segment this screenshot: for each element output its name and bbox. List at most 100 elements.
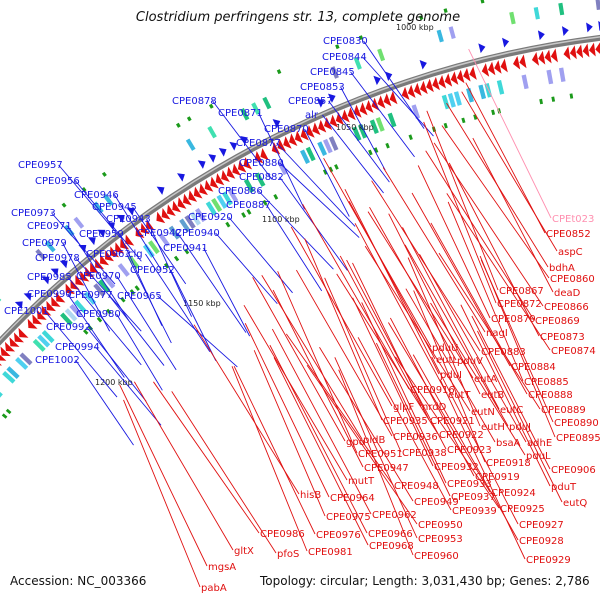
leader-CPE0952 <box>170 269 217 361</box>
minus-strand-feature <box>519 54 527 69</box>
leader-CPE0975 <box>253 350 326 517</box>
cog-mark <box>225 221 231 228</box>
leader-CPE0941 <box>203 247 251 337</box>
leader-CPE0878 <box>212 100 273 180</box>
functional-annotation-bar <box>184 214 196 230</box>
minus-strand-feature <box>576 44 584 59</box>
gene-label-CPE0927: CPE0927 <box>519 520 564 531</box>
minus-strand-feature <box>243 157 253 170</box>
minus-strand-feature <box>254 150 264 164</box>
gene-label-CPE0921: CPE0921 <box>430 416 475 427</box>
gene-label-CPE0936: CPE0936 <box>393 432 438 443</box>
plus-strand-feature <box>478 43 486 54</box>
gene-label-CPE0973: CPE0973 <box>11 208 56 219</box>
gene-label-eutC: eutC <box>500 405 523 416</box>
minus-strand-feature <box>182 193 192 206</box>
gene-label-eutL: eutL <box>436 355 458 366</box>
minus-strand-feature <box>312 122 321 136</box>
gene-label-CPE0883: CPE0883 <box>481 347 526 358</box>
plus-cog-mark <box>358 35 364 41</box>
minus-strand-feature <box>75 275 85 286</box>
gene-label-CPE1002: CPE1002 <box>35 355 80 366</box>
plus-annotation-bar <box>63 224 75 237</box>
plus-strand-feature <box>419 59 427 70</box>
minus-strand-feature <box>125 234 135 246</box>
gene-label-pabA: pabA <box>201 583 227 594</box>
cog-mark <box>368 149 373 156</box>
cog-mark <box>551 96 556 102</box>
leader-CPE0877 <box>276 142 356 227</box>
gene-label-CPE0951: CPE0951 <box>358 449 403 460</box>
minus-strand-feature <box>140 222 150 235</box>
gene-label-eutA: eutA <box>474 374 497 385</box>
gene-label-eutN: eutN <box>471 407 495 418</box>
leader-mutT <box>243 304 348 481</box>
leader-CPE0949 <box>319 347 414 502</box>
minus-strand-feature <box>569 45 577 60</box>
plus-annotation-bar <box>262 96 272 110</box>
functional-annotation-bar <box>317 141 328 156</box>
gene-label-CPE0890: CPE0890 <box>554 418 599 429</box>
functional-annotation-bar <box>148 240 160 255</box>
gene-label-CPE0885: CPE0885 <box>524 377 569 388</box>
minus-strand-feature <box>80 270 90 282</box>
functional-annotation-bar <box>2 370 16 384</box>
functional-annotation-bar <box>19 352 33 366</box>
gene-label-CPE0980: CPE0980 <box>76 309 121 320</box>
gene-label-CPE1001: CPE1001 <box>4 306 49 317</box>
leader-eutC <box>402 227 500 410</box>
plus-annotation-bar <box>330 66 339 79</box>
gene-label-nrdD: nrdD <box>422 402 447 413</box>
plus-annotation-bar <box>595 0 600 11</box>
leader-CPE0870 <box>304 128 350 217</box>
cog-mark <box>569 93 574 99</box>
gene-label-pduT: pduT <box>551 482 577 493</box>
gene-label-CPE0971: CPE0971 <box>27 221 72 232</box>
functional-annotation-bar <box>37 334 51 348</box>
leader-CPE0939 <box>357 337 452 511</box>
functional-annotation-bar <box>189 211 202 226</box>
functional-annotation-bar <box>64 308 78 322</box>
minus-strand-feature <box>105 250 115 262</box>
leader-CPE0853 <box>340 86 386 171</box>
gene-label-deaD: deaD <box>554 288 581 299</box>
gene-label-CPE0869: CPE0869 <box>535 316 580 327</box>
functional-annotation-bar <box>205 201 217 216</box>
cog-mark <box>385 142 390 149</box>
gene-label-CPE0970: CPE0970 <box>76 271 121 282</box>
minus-strand-feature <box>204 179 214 192</box>
minus-strand-feature <box>318 119 327 133</box>
functional-annotation-bar <box>168 225 181 240</box>
minus-strand-feature <box>582 43 590 58</box>
gene-label-gpo: gpo <box>346 437 365 448</box>
minus-strand-feature <box>161 207 171 220</box>
minus-strand-feature <box>13 332 24 343</box>
cog-mark <box>96 316 103 323</box>
functional-annotation-bar <box>453 91 462 106</box>
gene-label-CPE0932: CPE0932 <box>434 462 479 473</box>
functional-annotation-bar <box>6 366 20 380</box>
plus-strand-feature <box>240 136 248 145</box>
plus-annotation-bar <box>0 298 2 302</box>
functional-annotation-bar <box>243 178 255 194</box>
gene-label-CPE0872: CPE0872 <box>497 299 542 310</box>
leader-pabA <box>123 399 201 588</box>
gene-label-nagI: nagI <box>486 328 508 339</box>
plus-annotation-bar <box>509 11 516 25</box>
gene-label-adhE: adhE <box>527 438 552 449</box>
functional-annotation-bar <box>521 74 529 90</box>
minus-strand-feature <box>232 163 241 176</box>
minus-strand-feature <box>438 75 447 89</box>
gene-label-CPE0962: CPE0962 <box>372 510 417 521</box>
leader-CPE0937 <box>375 342 451 497</box>
minus-strand-feature <box>550 48 558 63</box>
minus-strand-feature <box>51 296 61 307</box>
leader-CPE0943 <box>146 218 193 317</box>
gene-label-CPE0966: CPE0966 <box>368 529 413 540</box>
plus-strand-feature <box>373 75 381 86</box>
leader-CPE0921 <box>352 262 430 421</box>
leader-eutQ <box>477 330 563 503</box>
leader-pduT <box>460 304 551 487</box>
leader-hisB <box>193 324 300 495</box>
